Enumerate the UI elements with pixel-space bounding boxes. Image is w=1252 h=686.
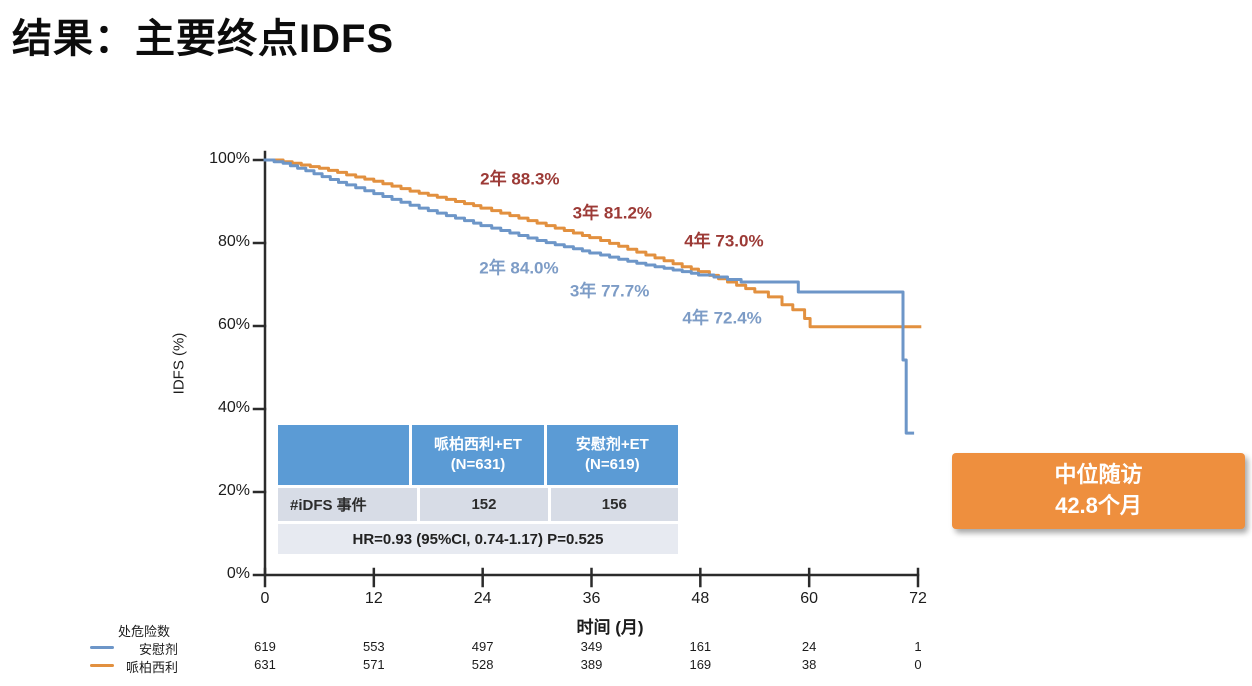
at-risk-value: 497 [471,639,494,654]
y-tick-label-20: 20% [217,482,250,499]
x-axis-title: 时间 (月) [576,618,644,637]
col1-line1: 哌柏西利+ET [434,435,522,453]
x-tick-label-12: 12 [364,590,383,607]
legend-line-安慰剂 [90,646,114,649]
at-risk-header: 处危险数 [118,624,171,639]
at-risk-value: 169 [689,657,712,672]
median-followup-callout: 中位随访 42.8个月 [952,453,1245,529]
callout-line2: 42.8个月 [1055,493,1142,518]
x-tick-label-48: 48 [691,590,710,607]
at-risk-row-label-安慰剂: 安慰剂 [138,642,178,657]
milestone-annotation-0: 2年 88.3% [480,169,560,189]
y-tick-label-80: 80% [217,233,250,250]
x-tick-label-72: 72 [909,590,927,607]
y-axis-title: IDFS (%) [170,332,188,395]
stats-table-header-row: 哌柏西利+ET (N=631) 安慰剂+ET (N=619) [278,425,678,485]
at-risk-value: 24 [801,639,817,654]
events-placebo: 156 [550,488,678,521]
y-tick-label-40: 40% [217,399,250,416]
at-risk-value: 553 [362,639,385,654]
stats-table-col-placebo: 安慰剂+ET (N=619) [546,425,678,485]
x-tick-label-24: 24 [473,590,492,607]
at-risk-value: 349 [580,639,603,654]
at-risk-value: 631 [254,657,276,672]
x-tick-label-0: 0 [260,590,270,607]
stats-table-events-row: #iDFS 事件 152 156 [278,488,678,521]
milestone-annotation-4: 3年 77.7% [569,281,650,301]
at-risk-value: 389 [580,657,603,672]
x-tick-label-36: 36 [582,590,601,607]
stats-table-col-palbociclib: 哌柏西利+ET (N=631) [412,425,544,485]
y-tick-label-100: 100% [209,150,250,167]
y-tick-label-0: 0% [226,565,250,582]
at-risk-value: 528 [471,657,494,672]
milestone-annotation-2: 4年 73.0% [684,231,764,251]
at-risk-value: 571 [362,657,385,672]
milestone-annotation-3: 2年 84.0% [479,258,559,278]
callout-line1: 中位随访 [1054,462,1143,488]
col2-line2: (N=619) [585,456,640,473]
at-risk-value: 1 [914,639,922,654]
page-title: 结果：主要终点IDFS [12,17,395,61]
col1-line2: (N=631) [450,456,506,473]
events-palbociclib: 152 [420,488,548,521]
at-risk-value: 619 [254,639,276,654]
at-risk-value: 38 [801,657,817,672]
col2-line1: 安慰剂+ET [575,435,649,453]
at-risk-value: 161 [689,639,712,654]
hazard-ratio-text: HR=0.93 (95%CI, 0.74-1.17) P=0.525 [278,524,678,554]
at-risk-value: 0 [914,657,922,672]
stats-table-corner-cell [278,425,410,485]
stats-table: 哌柏西利+ET (N=631) 安慰剂+ET (N=619) #iDFS 事件 … [278,425,678,554]
km-curve-哌柏西利 [263,158,922,329]
y-tick-label-60: 60% [217,316,250,333]
milestone-annotation-1: 3年 81.2% [572,203,653,223]
milestone-annotation-5: 4年 72.4% [682,308,762,328]
x-tick-label-60: 60 [800,590,819,607]
events-row-label: #iDFS 事件 [278,488,418,521]
at-risk-row-label-哌柏西利: 哌柏西利 [125,660,178,675]
legend-line-哌柏西利 [90,664,114,667]
